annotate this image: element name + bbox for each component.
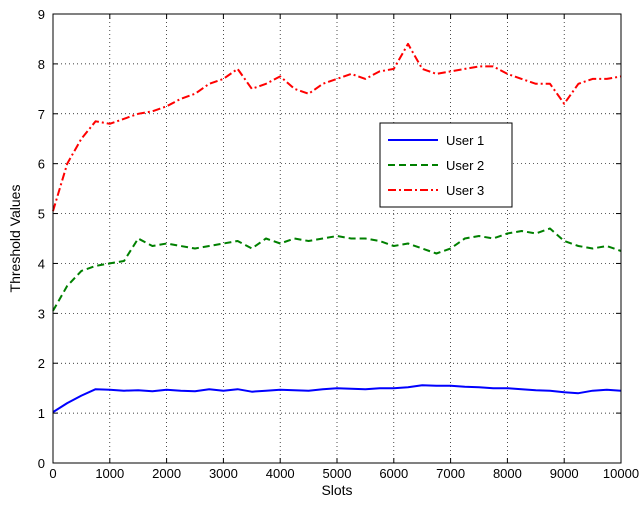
x-tick-label: 1000 [95,466,124,481]
y-tick-label: 8 [38,57,45,72]
legend-label-user-3: User 3 [446,183,484,198]
axis-ticks [52,13,622,464]
legend-label-user-2: User 2 [446,158,484,173]
x-tick-label: 8000 [493,466,522,481]
tick-labels: 0 1000 2000 3000 4000 5000 6000 7000 8000 9000 100… [38,7,639,481]
y-tick-label: 5 [38,207,45,222]
y-tick-label: 3 [38,306,45,321]
y-tick-label: 7 [38,107,45,122]
x-axis-label: Slots [321,482,352,498]
x-tick-label: 10000 [603,466,639,481]
legend-label-user-1: User 1 [446,133,484,148]
y-tick-label: 0 [38,456,45,471]
series-line-user-3 [52,42,622,212]
legend: User 1 User 2 User 3 [379,122,513,208]
y-tick-label: 4 [38,256,45,271]
x-tick-label: 7000 [436,466,465,481]
y-tick-label: 2 [38,356,45,371]
x-tick-label: 9000 [550,466,579,481]
x-tick-label: 4000 [266,466,295,481]
grid [53,14,621,463]
y-tick-label: 9 [38,7,45,22]
x-tick-label: 2000 [152,466,181,481]
y-axis-label: Threshold Values [7,185,23,293]
x-tick-label: 0 [49,466,56,481]
x-tick-label: 3000 [209,466,238,481]
x-tick-label: 5000 [323,466,352,481]
series-line-user-1 [52,384,622,413]
y-tick-label: 6 [38,157,45,172]
series-group [52,42,622,413]
x-tick-label: 6000 [379,466,408,481]
y-tick-label: 1 [38,406,45,421]
